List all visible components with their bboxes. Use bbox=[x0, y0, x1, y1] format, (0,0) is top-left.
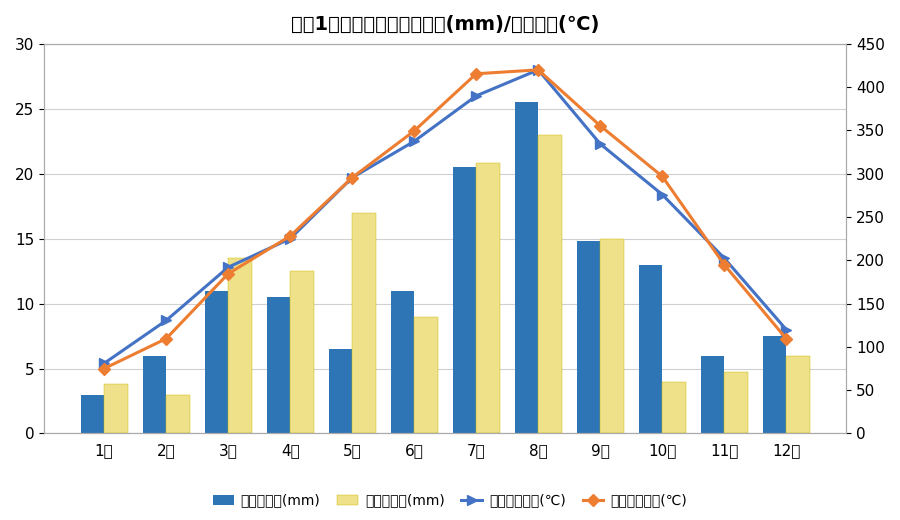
東京平均気温(℃) bbox=[409, 138, 419, 145]
東京平均気温(℃) bbox=[595, 141, 606, 147]
Bar bbox=[228, 258, 252, 434]
Bar bbox=[639, 265, 662, 434]
東京平均気温(℃) bbox=[657, 191, 668, 198]
東京平均気温(℃) bbox=[719, 255, 730, 261]
Bar bbox=[476, 163, 500, 434]
Bar bbox=[515, 102, 538, 434]
Bar bbox=[104, 384, 128, 434]
東京平均気温(℃) bbox=[533, 67, 544, 73]
愛知平均気温(℃) bbox=[719, 262, 730, 268]
Bar bbox=[81, 395, 104, 434]
愛知平均気温(℃) bbox=[471, 71, 482, 77]
愛知平均気温(℃) bbox=[657, 173, 668, 179]
愛知平均気温(℃) bbox=[595, 123, 606, 129]
Bar bbox=[762, 336, 787, 434]
愛知平均気温(℃) bbox=[533, 67, 544, 73]
Line: 愛知平均気温(℃): 愛知平均気温(℃) bbox=[100, 66, 790, 373]
Line: 東京平均気温(℃): 東京平均気温(℃) bbox=[99, 65, 791, 368]
Bar bbox=[352, 213, 375, 434]
東京平均気温(℃) bbox=[781, 327, 792, 333]
Title: 【図1】東京・愛知の降水量(mm)/平均気温(℃): 【図1】東京・愛知の降水量(mm)/平均気温(℃) bbox=[291, 15, 599, 34]
Bar bbox=[290, 271, 314, 434]
Bar bbox=[391, 291, 414, 434]
東京平均気温(℃) bbox=[99, 360, 110, 367]
愛知平均気温(℃) bbox=[99, 366, 110, 372]
愛知平均気温(℃) bbox=[222, 270, 233, 277]
Bar bbox=[577, 241, 600, 434]
愛知平均気温(℃) bbox=[346, 175, 357, 181]
Bar bbox=[453, 167, 476, 434]
Legend: 東京降水量(mm), 愛知降水量(mm), 東京平均気温(℃), 愛知平均気温(℃): 東京降水量(mm), 愛知降水量(mm), 東京平均気温(℃), 愛知平均気温(… bbox=[207, 488, 693, 513]
Bar bbox=[662, 382, 686, 434]
Bar bbox=[538, 135, 562, 434]
東京平均気温(℃) bbox=[471, 93, 482, 99]
愛知平均気温(℃) bbox=[409, 128, 419, 134]
Bar bbox=[787, 356, 810, 434]
Bar bbox=[414, 317, 437, 434]
愛知平均気温(℃) bbox=[781, 335, 792, 342]
Bar bbox=[166, 395, 190, 434]
Bar bbox=[204, 291, 228, 434]
東京平均気温(℃) bbox=[222, 264, 233, 270]
東京平均気温(℃) bbox=[161, 317, 172, 323]
東京平均気温(℃) bbox=[284, 236, 295, 242]
Bar bbox=[142, 356, 166, 434]
Bar bbox=[328, 349, 352, 434]
愛知平均気温(℃) bbox=[161, 335, 172, 342]
東京平均気温(℃) bbox=[346, 175, 357, 181]
Bar bbox=[724, 372, 748, 434]
Bar bbox=[600, 239, 624, 434]
Bar bbox=[701, 356, 724, 434]
愛知平均気温(℃) bbox=[284, 233, 295, 239]
Bar bbox=[266, 297, 290, 434]
